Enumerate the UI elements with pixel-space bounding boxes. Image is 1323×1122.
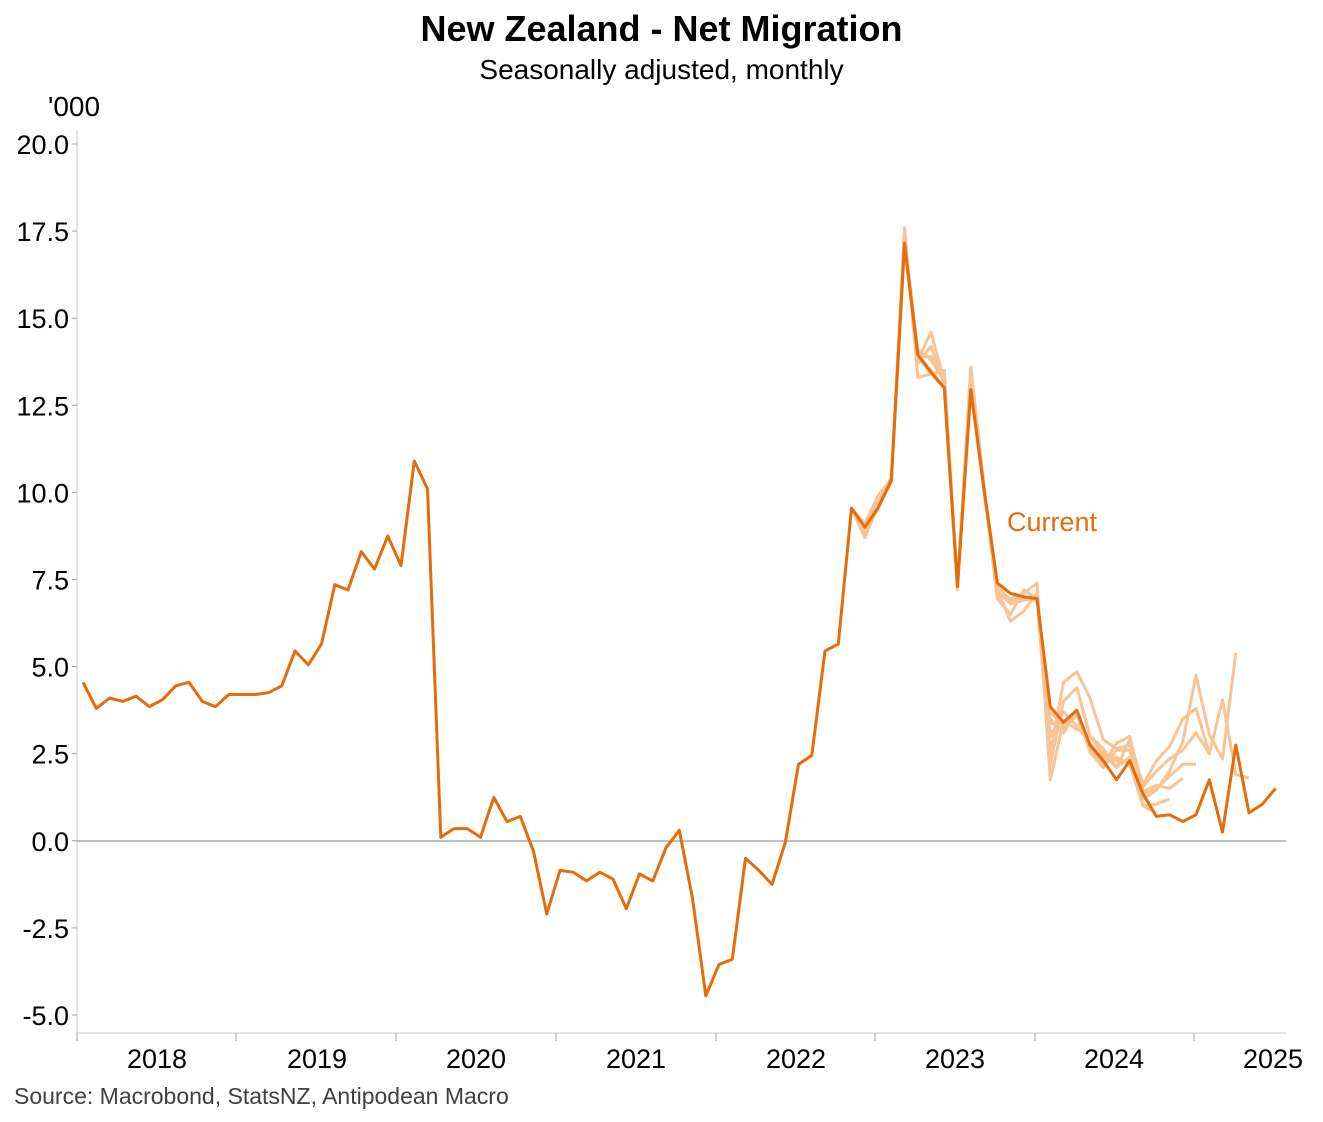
y-tick-label: 7.5 xyxy=(31,566,69,596)
y-tick-label: 20.0 xyxy=(16,130,69,160)
x-tick-label: 2021 xyxy=(606,1044,666,1074)
x-tick-label: 2025 xyxy=(1243,1044,1303,1074)
x-axis-ticks: 2018 2019 2020 2021 2022 2023 2024 2025 xyxy=(76,1033,1303,1074)
x-tick-label: 2020 xyxy=(446,1044,506,1074)
y-tick-label: -5.0 xyxy=(22,1001,69,1031)
y-axis-ticks: 20.0 17.5 15.0 12.5 10.0 7.5 5.0 2.5 0.0 -2.5 -5.0 xyxy=(16,130,77,1031)
y-tick-label: 17.5 xyxy=(16,217,69,247)
current-series-annotation: Current xyxy=(1007,507,1098,537)
y-tick-label: 10.0 xyxy=(16,478,69,508)
y-tick-label: -2.5 xyxy=(22,914,69,944)
source-note: Source: Macrobond, StatsNZ, Antipodean M… xyxy=(14,1083,509,1109)
y-tick-label: 12.5 xyxy=(16,391,69,421)
x-tick-label: 2019 xyxy=(287,1044,347,1074)
y-tick-label: 15.0 xyxy=(16,304,69,334)
current-series-line xyxy=(81,241,1277,998)
x-tick-label: 2024 xyxy=(1084,1044,1144,1074)
y-axis-unit-label: '000 xyxy=(48,91,100,122)
x-tick-label: 2023 xyxy=(925,1044,985,1074)
x-tick-label: 2022 xyxy=(766,1044,826,1074)
y-tick-label: 5.0 xyxy=(31,653,69,683)
current-series xyxy=(81,241,1277,998)
chart-title: New Zealand - Net Migration xyxy=(420,8,903,49)
x-tick-label: 2018 xyxy=(127,1044,187,1074)
y-tick-label: 0.0 xyxy=(31,827,69,857)
y-tick-label: 2.5 xyxy=(31,740,69,770)
vintage-series-line xyxy=(850,243,1157,815)
chart-subtitle: Seasonally adjusted, monthly xyxy=(479,54,844,85)
